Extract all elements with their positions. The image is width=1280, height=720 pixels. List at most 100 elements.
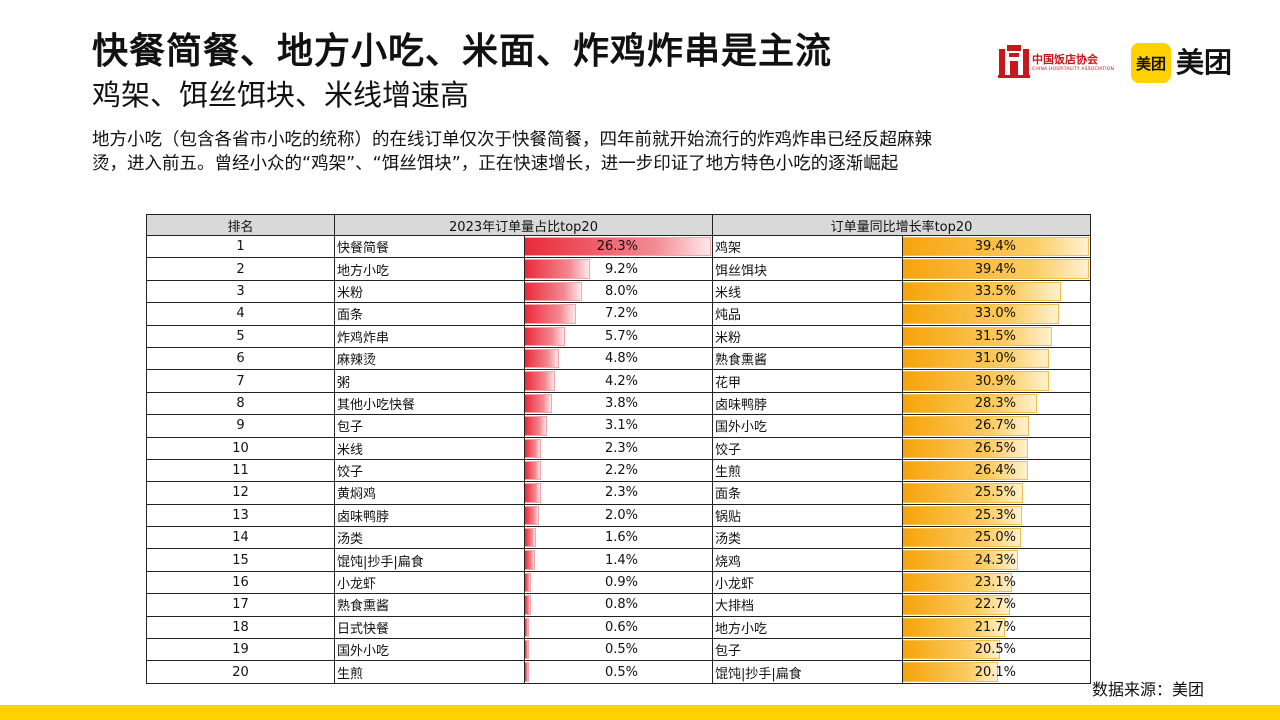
rank-cell: 10 <box>146 436 335 460</box>
rank-cell: 3 <box>146 279 335 304</box>
rank-cell: 5 <box>146 324 335 348</box>
table-row: 15 馄饨|抄手|扁食 1.4% 烧鸡 24.3% <box>146 548 1091 572</box>
share-value-cell-label: 3.8% <box>604 395 638 411</box>
share-value-cell-bar <box>525 617 530 638</box>
growth-category-cell: 包子 <box>712 638 903 662</box>
growth-value-cell-bar <box>903 438 1029 458</box>
growth-category-cell: 锅贴 <box>712 503 903 528</box>
growth-value-cell-label: 26.7% <box>974 418 1016 434</box>
share-value-cell-label: 4.8% <box>604 351 638 367</box>
association-emblem-icon <box>998 45 1030 78</box>
growth-value-cell-bar <box>903 572 1013 593</box>
growth-value-cell-bar <box>903 237 1089 257</box>
share-value-cell: 1.6% <box>524 526 713 550</box>
share-value-cell-label: 1.4% <box>604 552 638 568</box>
share-value-cell-label: 4.2% <box>604 373 638 389</box>
share-value-cell-bar <box>525 595 531 615</box>
table-header-row: 排名 2023年订单量占比top20 订单量同比增长率top20 <box>146 214 1091 236</box>
growth-value-cell-bar <box>903 617 1006 638</box>
share-value-cell-label: 3.1% <box>604 418 638 434</box>
share-value-cell-label: 2.3% <box>604 485 638 501</box>
share-value-cell-label: 7.2% <box>604 306 638 322</box>
share-category-cell: 卤味鸭脖 <box>334 503 525 528</box>
growth-value-cell: 22.7% <box>902 593 1091 617</box>
share-category-cell: 其他小吃快餐 <box>334 391 525 416</box>
header-rank: 排名 <box>146 214 335 236</box>
description-line-1: 地方小吃（包含各省市小吃的统称）的在线订单仅次于快餐简餐，四年前就开始流行的炸鸡… <box>92 130 932 150</box>
share-value-cell-bar <box>525 662 529 682</box>
table-row: 17 熟食熏酱 0.8% 大排档 22.7% <box>146 593 1091 617</box>
share-value-cell: 5.7% <box>524 324 713 348</box>
share-value-cell-label: 0.8% <box>604 597 638 613</box>
table-row: 14 汤类 1.6% 汤类 25.0% <box>146 526 1091 550</box>
share-value-cell: 0.6% <box>524 615 713 640</box>
share-value-cell-bar <box>525 348 559 369</box>
share-value-cell-bar <box>525 460 541 481</box>
table-row: 19 国外小吃 0.5% 包子 20.5% <box>146 638 1091 662</box>
growth-value-cell-bar <box>903 595 1011 615</box>
share-value-cell-label: 5.7% <box>604 328 638 344</box>
ranking-table: 排名 2023年订单量占比top20 订单量同比增长率top20 1 快餐简餐 26… <box>146 214 1091 684</box>
growth-category-cell: 生煎 <box>712 458 903 483</box>
share-category-cell: 饺子 <box>334 458 525 483</box>
share-value-cell-label: 9.2% <box>604 261 638 277</box>
growth-value-cell-bar <box>903 348 1050 369</box>
rank-cell: 17 <box>146 593 335 617</box>
growth-value-cell-bar <box>903 371 1049 391</box>
growth-value-cell-label: 25.0% <box>974 530 1016 546</box>
rank-cell: 15 <box>146 548 335 572</box>
growth-value-cell-label: 25.5% <box>974 485 1016 501</box>
growth-value-cell: 23.1% <box>902 570 1091 595</box>
share-category-cell: 米线 <box>334 436 525 460</box>
growth-value-cell: 39.4% <box>902 257 1091 281</box>
growth-value-cell-label: 23.1% <box>974 575 1016 591</box>
share-value-cell: 2.3% <box>524 481 713 505</box>
meituan-wordmark: 美团 <box>1176 46 1233 79</box>
growth-value-cell: 26.5% <box>902 436 1091 460</box>
share-value-cell-bar <box>525 483 542 503</box>
share-value-cell: 9.2% <box>524 257 713 281</box>
growth-category-cell: 卤味鸭脖 <box>712 391 903 416</box>
share-category-cell: 包子 <box>334 414 525 438</box>
table-row: 1 快餐简餐 26.3% 鸡架 39.4% <box>146 234 1091 259</box>
table-row: 9 包子 3.1% 国外小吃 26.7% <box>146 414 1091 438</box>
rank-cell: 20 <box>146 660 335 684</box>
share-category-cell: 国外小吃 <box>334 638 525 662</box>
growth-category-cell: 面条 <box>712 481 903 505</box>
share-category-cell: 馄饨|抄手|扁食 <box>334 548 525 572</box>
growth-category-cell: 饺子 <box>712 436 903 460</box>
growth-value-cell: 26.7% <box>902 414 1091 438</box>
growth-category-cell: 炖品 <box>712 302 903 326</box>
growth-value-cell-label: 21.7% <box>974 619 1016 635</box>
growth-category-cell: 国外小吃 <box>712 414 903 438</box>
rank-cell: 8 <box>146 391 335 416</box>
growth-value-cell-label: 24.3% <box>974 552 1016 568</box>
growth-category-cell: 汤类 <box>712 526 903 550</box>
share-category-cell: 快餐简餐 <box>334 234 525 259</box>
growth-value-cell: 28.3% <box>902 391 1091 416</box>
page-subtitle: 鸡架、饵丝饵块、米线增速高 <box>92 78 470 112</box>
share-value-cell-label: 1.6% <box>604 530 638 546</box>
rank-cell: 14 <box>146 526 335 550</box>
table-row: 3 米粉 8.0% 米线 33.5% <box>146 279 1091 304</box>
share-value-cell-label: 2.0% <box>604 507 638 523</box>
share-category-cell: 面条 <box>334 302 525 326</box>
growth-value-cell: 20.1% <box>902 660 1091 684</box>
rank-cell: 19 <box>146 638 335 662</box>
table-body: 1 快餐简餐 26.3% 鸡架 39.4% 2 地方小吃 9.2% 饵丝饵块 39.4% 3 米粉 8.… <box>146 234 1091 684</box>
growth-value-cell-label: 28.3% <box>974 395 1016 411</box>
share-value-cell: 2.2% <box>524 458 713 483</box>
share-value-cell-label: 0.6% <box>604 619 638 635</box>
growth-value-cell-bar <box>903 505 1023 526</box>
share-value-cell-bar <box>525 393 552 414</box>
share-value-cell-bar <box>525 572 532 593</box>
growth-value-cell: 31.5% <box>902 324 1091 348</box>
share-value-cell-label: 8.0% <box>604 283 638 299</box>
growth-value-cell-bar <box>903 460 1028 481</box>
growth-category-cell: 饵丝饵块 <box>712 257 903 281</box>
data-source: 数据来源：美团 <box>1092 680 1205 699</box>
share-value-cell-bar <box>525 416 547 436</box>
rank-cell: 4 <box>146 302 335 326</box>
rank-cell: 13 <box>146 503 335 528</box>
share-value-cell-bar <box>525 281 582 302</box>
